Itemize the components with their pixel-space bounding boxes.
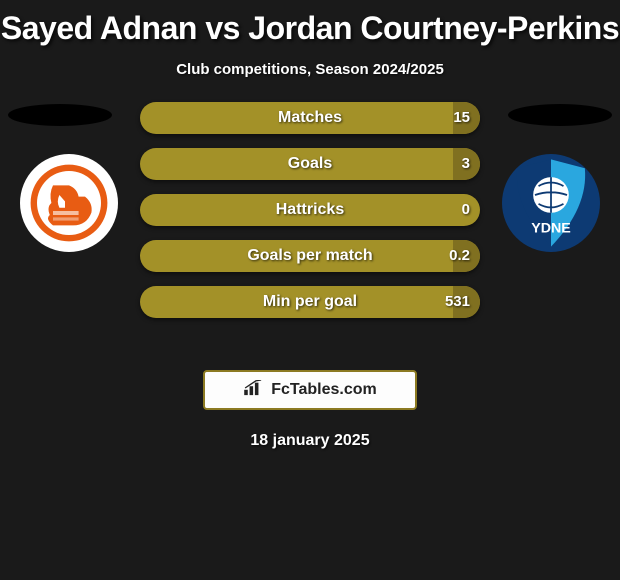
stat-label: Min per goal <box>140 286 480 318</box>
sydney-fc-crest-icon: YDNE <box>502 154 600 252</box>
player-shadow-left <box>8 104 112 126</box>
attribution-badge: FcTables.com <box>203 370 417 410</box>
stat-row: Matches15 <box>140 102 480 134</box>
stat-value-right: 15 <box>453 102 470 134</box>
stat-label: Matches <box>140 102 480 134</box>
team-crest-right: YDNE <box>502 154 600 252</box>
stat-row: Goals3 <box>140 148 480 180</box>
stat-row: Goals per match0.2 <box>140 240 480 272</box>
stat-row: Hattricks0 <box>140 194 480 226</box>
subtitle: Club competitions, Season 2024/2025 <box>0 61 620 78</box>
stat-value-right: 0 <box>462 194 470 226</box>
stat-value-right: 3 <box>462 148 470 180</box>
stat-label: Goals <box>140 148 480 180</box>
stat-label: Goals per match <box>140 240 480 272</box>
stat-row: Min per goal531 <box>140 286 480 318</box>
brisbane-roar-crest-icon <box>20 154 118 252</box>
chart-icon <box>243 380 265 401</box>
attribution-text: FcTables.com <box>271 381 377 399</box>
player-shadow-right <box>508 104 612 126</box>
page-title: Sayed Adnan vs Jordan Courtney-Perkins <box>0 0 620 47</box>
stat-bars: Matches15 Goals3 Hattricks0 Goals per match… <box>140 102 480 332</box>
comparison-stage: YDNE Matches15 Goals3 Hattricks0 Goals per … <box>0 102 620 362</box>
svg-text:YDNE: YDNE <box>531 220 571 236</box>
date-label: 18 january 2025 <box>0 432 620 450</box>
team-crest-left <box>20 154 118 252</box>
stat-label: Hattricks <box>140 194 480 226</box>
stat-value-right: 0.2 <box>449 240 470 272</box>
stat-value-right: 531 <box>445 286 470 318</box>
